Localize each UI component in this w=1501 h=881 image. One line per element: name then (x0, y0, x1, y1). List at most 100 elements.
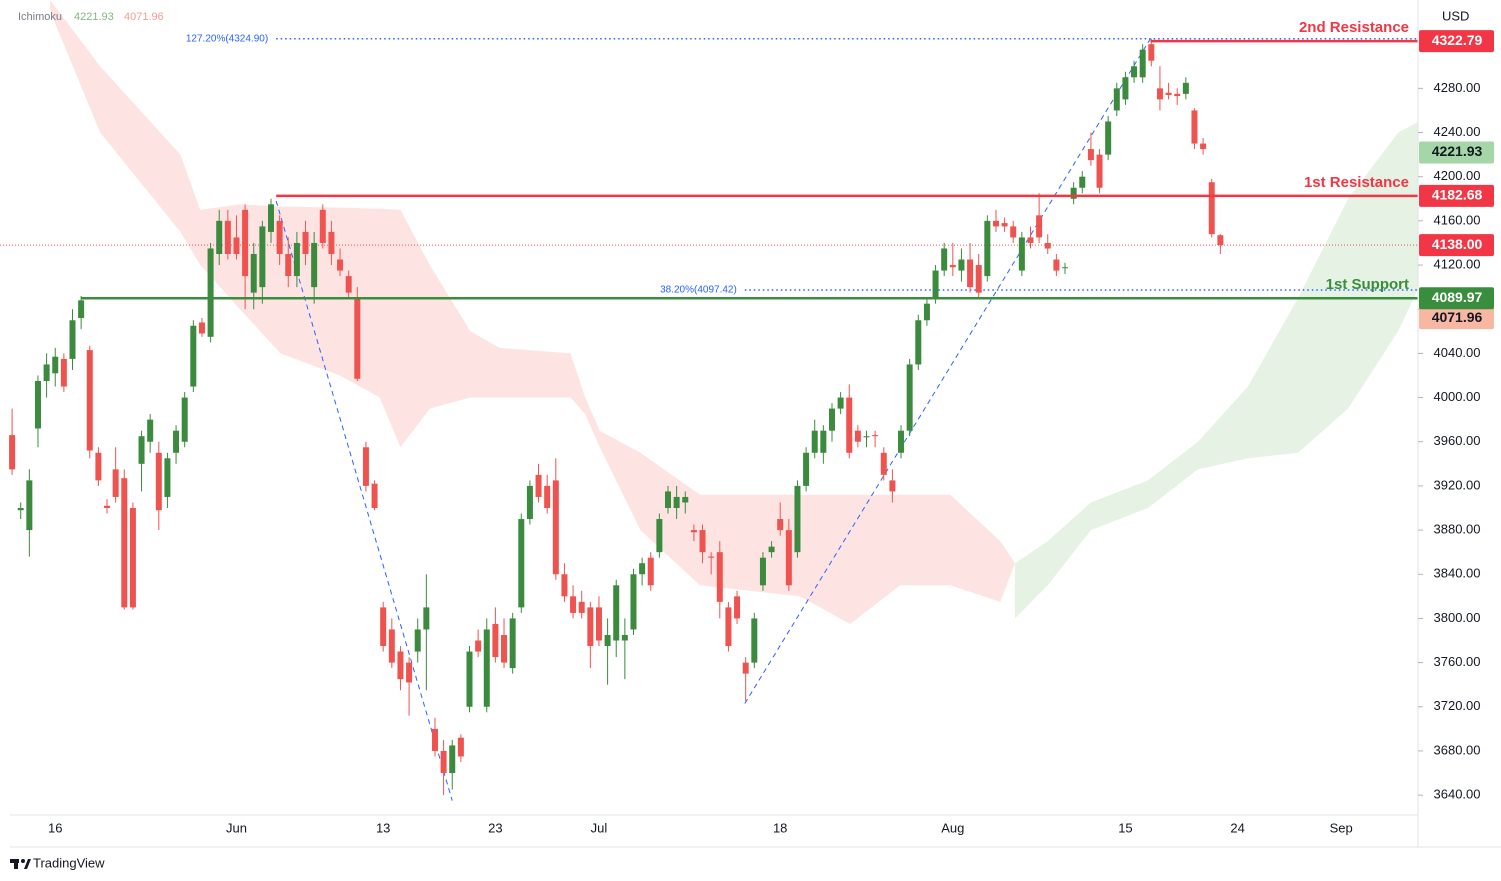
candle-body (1036, 215, 1043, 238)
trend-line (744, 38, 1151, 704)
candle-body (293, 242, 300, 277)
candle-body (1105, 121, 1112, 155)
candle-body (423, 607, 430, 630)
candle-body (1018, 237, 1025, 271)
candle-body (449, 745, 456, 774)
candle-body (768, 546, 775, 553)
price-badge-label: 4071.96 (1432, 309, 1483, 325)
candle-body (78, 300, 85, 319)
candle-body (1053, 259, 1060, 271)
candle-body (1122, 77, 1129, 100)
candle-body (621, 634, 628, 641)
candle-body (388, 629, 395, 663)
candle-body (777, 519, 784, 531)
candle-body (371, 483, 378, 508)
candle-body (1182, 82, 1189, 94)
price-badge-label: 4089.97 (1432, 289, 1483, 305)
candle-body (414, 629, 421, 652)
candle-body (1070, 187, 1077, 199)
candle-body (207, 248, 214, 337)
candle-body (311, 242, 318, 288)
candle-body (578, 601, 585, 613)
x-tick-label: 13 (376, 820, 390, 835)
candle-body (43, 364, 50, 381)
candle-body (915, 320, 922, 365)
candle-body (673, 496, 680, 508)
candle-body (759, 557, 766, 586)
candle-body (259, 226, 266, 288)
logo (10, 859, 31, 869)
y-tick-label: 4280.00 (1434, 80, 1481, 95)
candle-body (785, 530, 792, 586)
y-tick-label: 3720.00 (1434, 698, 1481, 713)
candle-body (509, 618, 516, 669)
candle-body (483, 629, 490, 707)
candle-body (233, 237, 240, 254)
x-tick-label: Aug (941, 820, 964, 835)
candle-body (1148, 44, 1155, 61)
y-tick-label: 4040.00 (1434, 345, 1481, 360)
candle-body (820, 430, 827, 453)
y-tick-label: 3840.00 (1434, 566, 1481, 581)
y-tick-label: 3640.00 (1434, 787, 1481, 802)
candle-body (466, 651, 473, 707)
candle-body (544, 485, 551, 508)
candle-body (880, 452, 887, 475)
candle-body (1131, 66, 1138, 78)
y-tick-label: 4200.00 (1434, 168, 1481, 183)
candle-body (552, 480, 559, 575)
candle-body (406, 662, 413, 683)
y-tick-label: 4000.00 (1434, 389, 1481, 404)
candle-body (975, 265, 982, 293)
candle-body (1087, 149, 1094, 161)
candle-body (604, 634, 611, 647)
candle-body (906, 364, 913, 431)
candle-body (665, 491, 672, 508)
x-tick-label: 23 (488, 820, 502, 835)
candle-body (267, 204, 274, 232)
candle-body (155, 452, 162, 511)
candle-body (52, 356, 59, 374)
candle-body (250, 253, 257, 293)
candle-body (984, 220, 991, 277)
candle-body (699, 530, 706, 553)
candle-body (285, 253, 292, 277)
level-label: 1st Resistance (1304, 174, 1409, 191)
candle-body (751, 618, 758, 663)
price-badge-label: 4322.79 (1432, 32, 1483, 48)
y-tick-label: 4160.00 (1434, 212, 1481, 227)
candle-body (112, 469, 119, 497)
candle-body (1208, 182, 1215, 235)
y-tick-label: 3800.00 (1434, 610, 1481, 625)
x-tick-label: Sep (1330, 820, 1353, 835)
candle-body (164, 458, 171, 497)
candle-body (362, 447, 369, 486)
candle-body (561, 574, 568, 597)
candle-body (1200, 143, 1207, 150)
candle-body (138, 436, 145, 464)
candle-body (1113, 88, 1120, 111)
candle-body (941, 248, 948, 271)
candle-body (492, 623, 499, 658)
candle-body (639, 563, 646, 575)
price-badge-label: 4138.00 (1432, 236, 1483, 252)
x-tick-label: 24 (1230, 820, 1244, 835)
candle-body (863, 436, 870, 438)
indicator-value: 4071.96 (124, 11, 164, 23)
candle-body (69, 320, 76, 359)
candle-body (613, 585, 620, 641)
y-tick-label: 3680.00 (1434, 742, 1481, 757)
candle-body (302, 231, 309, 254)
candle-body (1027, 237, 1034, 243)
candle-body (1191, 110, 1198, 144)
candle-body (129, 507, 136, 608)
currency-label: USD (1442, 8, 1469, 23)
indicator-value: 4221.93 (74, 11, 114, 23)
x-tick-label: Jun (226, 820, 247, 835)
x-tick-label: 16 (48, 820, 62, 835)
candle-body (518, 519, 525, 608)
candle-body (1217, 235, 1224, 246)
price-badge (1419, 30, 1494, 53)
indicator-name: Ichimoku (18, 11, 62, 23)
candle-body (742, 662, 749, 674)
